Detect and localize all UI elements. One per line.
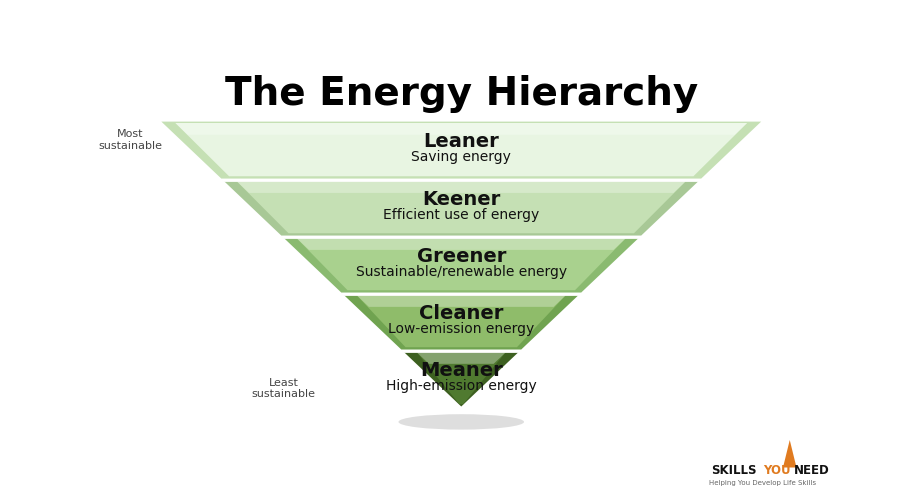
Text: Keener: Keener [422,190,500,209]
Text: Leaner: Leaner [423,132,500,151]
Text: The Energy Hierarchy: The Energy Hierarchy [225,76,698,114]
Text: Most
sustainable: Most sustainable [98,130,162,151]
Text: Meaner: Meaner [420,361,502,380]
Text: Greener: Greener [417,247,506,266]
Polygon shape [417,352,506,404]
Polygon shape [403,351,519,406]
Text: YOU: YOU [763,464,791,476]
Polygon shape [343,294,580,350]
Polygon shape [176,123,747,176]
Text: Helping You Develop Life Skills: Helping You Develop Life Skills [709,480,816,486]
Text: Low-emission energy: Low-emission energy [388,322,535,336]
Text: Least
sustainable: Least sustainable [251,378,315,399]
Text: SKILLS: SKILLS [711,464,757,476]
Text: NEED: NEED [794,464,830,476]
Polygon shape [223,180,699,236]
Text: Efficient use of energy: Efficient use of energy [383,208,539,222]
Text: Cleaner: Cleaner [419,304,503,323]
Polygon shape [357,296,565,347]
Polygon shape [176,123,747,134]
Polygon shape [417,352,506,364]
Polygon shape [283,237,640,292]
Polygon shape [237,182,686,233]
Ellipse shape [399,414,524,430]
Polygon shape [237,182,686,193]
Polygon shape [297,238,626,290]
Polygon shape [783,440,796,468]
Text: Saving energy: Saving energy [411,150,511,164]
Text: Sustainable/renewable energy: Sustainable/renewable energy [356,265,567,279]
Polygon shape [297,238,626,250]
Polygon shape [357,296,565,307]
Polygon shape [161,122,761,178]
Text: High-emission energy: High-emission energy [386,378,536,392]
